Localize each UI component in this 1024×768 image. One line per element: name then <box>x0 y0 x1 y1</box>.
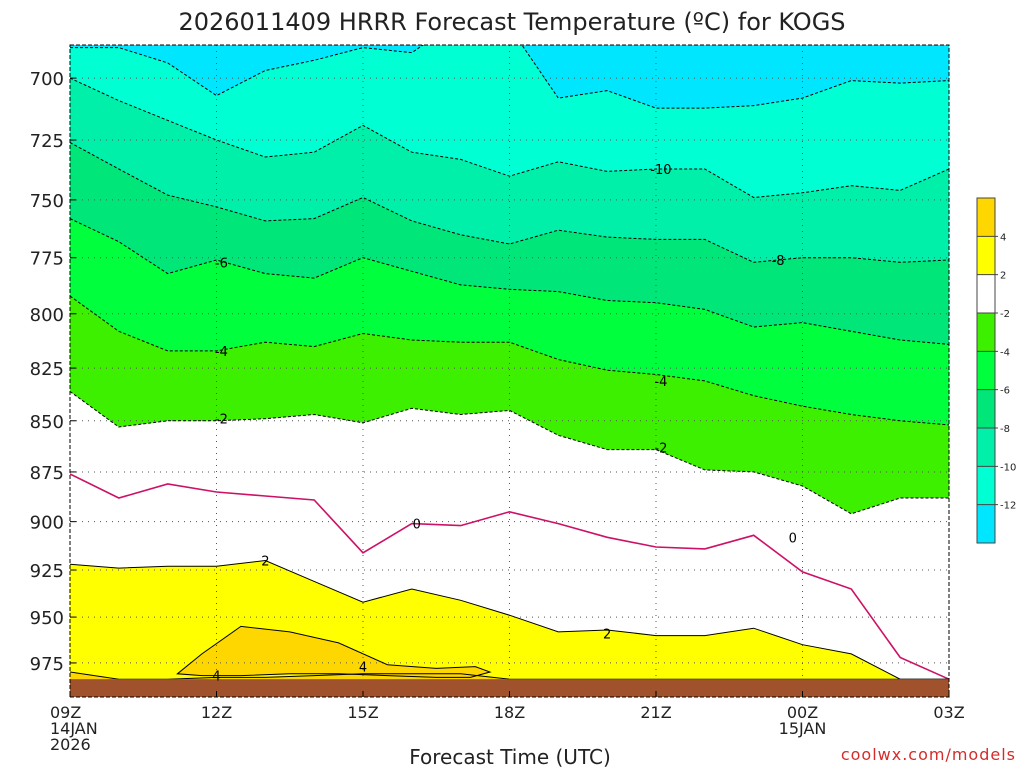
y-tick-label: 875 <box>30 463 64 484</box>
y-tick-label: 750 <box>30 191 64 212</box>
colorbar-label: -4 <box>1000 347 1010 358</box>
credit-text: coolwx.com/models <box>841 745 1016 764</box>
colorbar-swatch <box>977 504 995 543</box>
isotherm-line <box>70 142 949 263</box>
colorbar-label: -2 <box>1000 309 1010 320</box>
colorbar-label: 2 <box>1000 271 1006 282</box>
contour-label: 2 <box>603 628 611 643</box>
contour-label: -4 <box>215 345 228 360</box>
y-tick-label: 925 <box>30 561 64 582</box>
contour-label: -10 <box>650 163 671 178</box>
x-axis-label: Forecast Time (UTC) <box>409 745 611 768</box>
temperature-band <box>177 626 490 678</box>
isotherm-line <box>70 391 949 515</box>
ground-strip <box>70 679 949 697</box>
colorbar-swatch <box>977 389 995 428</box>
contour-label: 4 <box>359 661 367 676</box>
colorbar-label: -8 <box>1000 424 1010 435</box>
colorbar-swatch <box>977 236 995 275</box>
x-tick-label: 15JAN <box>779 719 827 738</box>
x-tick-label: 21Z <box>640 703 671 722</box>
y-tick-label: 950 <box>30 608 64 629</box>
colorbar-label: -10 <box>1000 462 1016 473</box>
x-tick-label: 03Z <box>933 703 964 722</box>
y-tick-label: 900 <box>30 513 64 534</box>
colorbar-swatch <box>977 428 995 467</box>
colorbar-swatch <box>977 313 995 352</box>
x-tick-label: 14JAN <box>50 719 98 738</box>
contour-label: -4 <box>654 375 667 390</box>
contour-label: -8 <box>772 254 785 269</box>
isotherm-line <box>70 77 949 199</box>
colorbar-swatch <box>977 274 995 313</box>
y-tick-label: 775 <box>30 249 64 270</box>
isotherm-line <box>70 295 949 426</box>
contour-label: 0 <box>789 531 797 546</box>
colorbar-legend: 4 2 -2 -4 -6 -8 -10 -12 <box>976 197 1016 544</box>
y-tick-label: 825 <box>30 359 64 380</box>
contour-label: -2 <box>654 442 667 457</box>
x-tick-label: 15Z <box>347 703 378 722</box>
y-tick-label: 800 <box>30 305 64 326</box>
colorbar-label: 4 <box>1000 232 1006 243</box>
colorbar-swatch <box>977 466 995 505</box>
x-tick-label: 2026 <box>50 735 91 754</box>
isotherm-line <box>70 559 949 680</box>
temperature-fill <box>70 45 949 697</box>
y-tick-label: 725 <box>30 131 64 152</box>
contour-labels: -10 -8 -6 -4 -4 -2 -2 0 0 2 2 4 4 <box>212 163 797 685</box>
colorbar-swatch <box>977 198 995 237</box>
isotherm-line <box>70 45 949 109</box>
colorbar-label: -12 <box>1000 501 1016 512</box>
isotherm-line <box>176 625 492 678</box>
chart-title: 2026011409 HRRR Forecast Temperature (ºC… <box>178 8 845 36</box>
y-axis-ticks: 700 725 750 775 800 825 850 875 900 925 950 975 <box>30 69 76 675</box>
x-tick-label: 00Z <box>787 703 818 722</box>
contour-label: 4 <box>212 670 220 685</box>
isotherm-line <box>70 218 949 345</box>
x-tick-label: 09Z <box>50 703 81 722</box>
contour-label: -2 <box>215 413 228 428</box>
colorbar-label: -6 <box>1000 386 1010 397</box>
y-tick-label: 700 <box>30 69 64 90</box>
contour-label: 2 <box>261 554 269 569</box>
ground-surface <box>70 679 949 697</box>
x-tick-label: 18Z <box>494 703 525 722</box>
isotherm-line <box>70 473 949 680</box>
y-tick-label: 850 <box>30 412 64 433</box>
contour-label: -6 <box>215 256 228 271</box>
colorbar-swatch <box>977 351 995 390</box>
x-tick-label: 12Z <box>201 703 232 722</box>
contour-label: 0 <box>413 518 421 533</box>
colorbar-frame <box>976 197 996 544</box>
y-tick-label: 975 <box>30 654 64 675</box>
grid-lines <box>70 45 949 697</box>
